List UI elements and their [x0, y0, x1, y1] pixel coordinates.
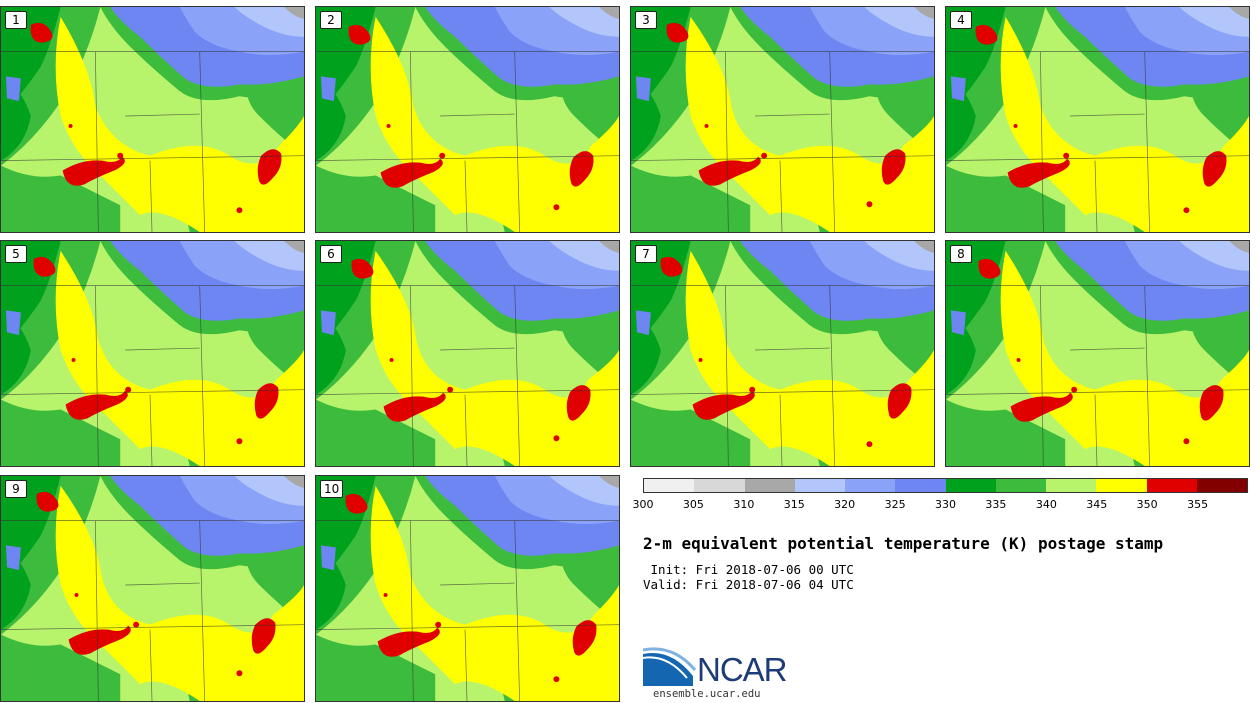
map-field-7	[631, 241, 934, 466]
member-number-label: 10	[320, 480, 344, 498]
member-number-label: 6	[320, 245, 342, 263]
colorbar-tick-345: 345	[1086, 498, 1108, 511]
colorbar-tick-310: 310	[733, 498, 755, 511]
member-number-label: 1	[5, 11, 27, 29]
member-panel-8: 8	[945, 240, 1250, 467]
colorbar-segment-1	[694, 479, 745, 492]
map-field-6	[316, 241, 619, 466]
colorbar-tick-335: 335	[985, 498, 1007, 511]
colorbar-tick-330: 330	[935, 498, 956, 511]
member-panel-5: 5	[0, 240, 305, 467]
colorbar-segment-6	[945, 479, 996, 492]
map-field-4	[946, 7, 1249, 232]
member-panel-9: 9	[0, 475, 305, 702]
colorbar-tick-305: 305	[682, 498, 704, 511]
member-panel-4: 4	[945, 6, 1250, 233]
colorbar-tick-320: 320	[834, 498, 856, 511]
member-number-label: 3	[635, 11, 657, 29]
colorbar-tick-300: 300	[632, 498, 654, 511]
colorbar-segment-10	[1146, 479, 1197, 492]
member-panel-10: 10	[315, 475, 620, 702]
map-field-1	[1, 7, 304, 232]
logo-text: NCAR	[697, 651, 788, 688]
member-panel-2: 2	[315, 6, 620, 233]
chart-title: 2-m equivalent potential temperature (K)…	[643, 534, 1164, 553]
member-panel-1: 1	[0, 6, 305, 233]
colorbar-segment-11	[1196, 479, 1247, 492]
colorbar-tick-340: 340	[1035, 498, 1057, 511]
valid-time: Valid: Fri 2018-07-06 04 UTC	[643, 577, 854, 592]
colorbar-segment-8	[1046, 479, 1097, 492]
colorbar-segment-7	[995, 479, 1046, 492]
colorbar-segment-3	[794, 479, 845, 492]
member-number-label: 4	[950, 11, 972, 29]
ncar-logo-icon	[643, 647, 697, 686]
member-number-label: 9	[5, 480, 27, 498]
member-number-label: 5	[5, 245, 27, 263]
colorbar-segment-5	[895, 479, 946, 492]
colorbar-tick-325: 325	[884, 498, 906, 511]
colorbar	[643, 478, 1248, 493]
map-field-10	[316, 476, 619, 701]
member-number-label: 8	[950, 245, 972, 263]
colorbar-tick-350: 350	[1136, 498, 1158, 511]
colorbar-tick-315: 315	[783, 498, 805, 511]
map-field-5	[1, 241, 304, 466]
member-panel-6: 6	[315, 240, 620, 467]
map-field-8	[946, 241, 1249, 466]
colorbar-segment-9	[1096, 479, 1147, 492]
member-number-label: 2	[320, 11, 342, 29]
colorbar-tick-355: 355	[1187, 498, 1209, 511]
member-panel-7: 7	[630, 240, 935, 467]
logo-url: ensemble.ucar.edu	[653, 688, 761, 700]
member-panel-3: 3	[630, 6, 935, 233]
member-number-label: 7	[635, 245, 657, 263]
init-time: Init: Fri 2018-07-06 00 UTC	[643, 562, 854, 577]
colorbar-segment-2	[744, 479, 795, 492]
colorbar-tick-labels: 300 305 310 315 320 325 330 335 340 345 350 355	[633, 498, 1248, 512]
colorbar-segment-4	[845, 479, 896, 492]
map-field-2	[316, 7, 619, 232]
map-field-3	[631, 7, 934, 232]
map-field-9	[1, 476, 304, 701]
colorbar-segment-0	[644, 479, 695, 492]
